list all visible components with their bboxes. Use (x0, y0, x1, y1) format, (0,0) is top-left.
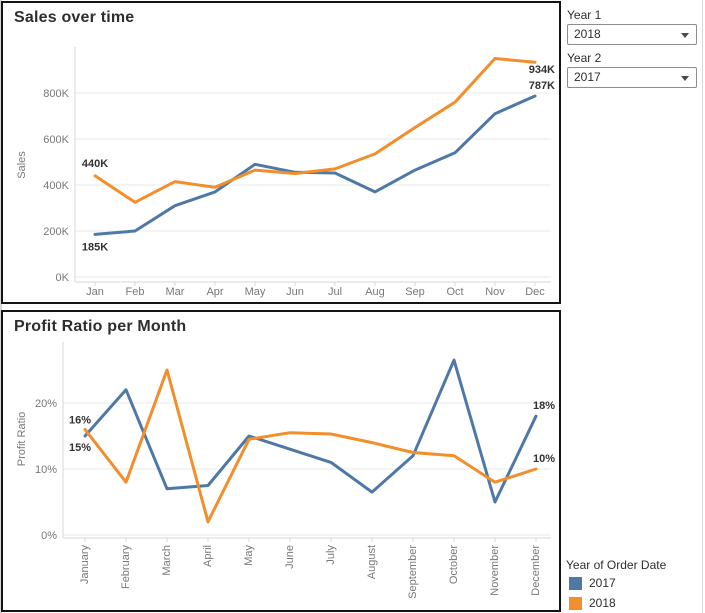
svg-text:Mar: Mar (166, 286, 185, 298)
legend-item-2017[interactable]: 2017 (569, 576, 616, 590)
year2-dropdown-value: 2017 (574, 70, 601, 84)
svg-text:934K: 934K (529, 64, 555, 76)
svg-text:Feb: Feb (126, 286, 145, 298)
chevron-down-icon (681, 76, 689, 81)
svg-text:Dec: Dec (525, 286, 545, 298)
svg-text:18%: 18% (533, 400, 555, 412)
sales-chart-panel: 0K 200K 400K 600K 800K Jan Feb Mar Apr May Jun Jul A… (1, 1, 561, 304)
window-left-edge (0, 0, 2, 613)
sales-line-chart: 0K 200K 400K 600K 800K Jan Feb Mar Apr May Jun Jul A… (16, 47, 555, 298)
svg-text:0K: 0K (56, 272, 70, 284)
year1-dropdown[interactable]: 2018 (567, 24, 697, 45)
svg-text:600K: 600K (43, 134, 69, 146)
svg-text:15%: 15% (69, 442, 91, 454)
svg-text:787K: 787K (529, 80, 555, 92)
svg-text:January: January (79, 545, 91, 585)
svg-text:May: May (245, 286, 266, 298)
year1-dropdown-value: 2018 (574, 27, 601, 41)
svg-text:December: December (530, 545, 542, 596)
legend-label-2018: 2018 (589, 596, 616, 610)
sales-chart-title: Sales over time (14, 9, 135, 26)
year2-dropdown[interactable]: 2017 (567, 67, 697, 88)
svg-text:800K: 800K (43, 88, 69, 100)
window-right-edge (702, 0, 703, 613)
svg-text:April: April (202, 545, 214, 567)
year2-filter-label: Year 2 (567, 51, 602, 65)
svg-text:Sales: Sales (16, 151, 28, 179)
svg-text:May: May (243, 545, 255, 566)
svg-text:Jul: Jul (328, 286, 342, 298)
svg-text:0%: 0% (41, 530, 57, 542)
svg-text:400K: 400K (43, 180, 69, 192)
svg-text:Profit Ratio: Profit Ratio (16, 412, 28, 466)
svg-text:16%: 16% (69, 414, 91, 426)
svg-text:440K: 440K (82, 158, 108, 170)
svg-text:June: June (284, 545, 296, 569)
svg-text:Oct: Oct (446, 286, 463, 298)
legend-label-2017: 2017 (589, 576, 616, 590)
profit-line-chart: 0% 10% 20% January February March April May June… (16, 342, 555, 599)
svg-text:10%: 10% (35, 464, 57, 476)
legend-title: Year of Order Date (566, 558, 667, 572)
legend-swatch-2017 (569, 576, 582, 590)
svg-text:Jan: Jan (86, 286, 104, 298)
svg-text:Apr: Apr (206, 286, 223, 298)
svg-text:Jun: Jun (286, 286, 304, 298)
legend-item-2018[interactable]: 2018 (569, 596, 616, 610)
svg-text:185K: 185K (82, 241, 108, 253)
svg-text:August: August (366, 545, 378, 579)
chevron-down-icon (681, 33, 689, 38)
svg-text:September: September (407, 545, 419, 599)
svg-text:Sep: Sep (405, 286, 425, 298)
svg-text:Aug: Aug (365, 286, 385, 298)
svg-text:February: February (120, 545, 132, 590)
svg-text:Nov: Nov (485, 286, 505, 298)
profit-chart-title: Profit Ratio per Month (14, 318, 187, 335)
svg-text:July: July (325, 545, 337, 565)
svg-text:November: November (489, 545, 501, 596)
year1-filter-label: Year 1 (567, 8, 602, 22)
svg-text:20%: 20% (35, 398, 57, 410)
svg-text:10%: 10% (533, 453, 555, 465)
svg-text:October: October (448, 545, 460, 584)
svg-text:200K: 200K (43, 226, 69, 238)
profit-chart-panel: 0% 10% 20% January February March April May June… (1, 310, 561, 612)
svg-text:March: March (161, 545, 173, 576)
legend-swatch-2018 (569, 596, 582, 610)
